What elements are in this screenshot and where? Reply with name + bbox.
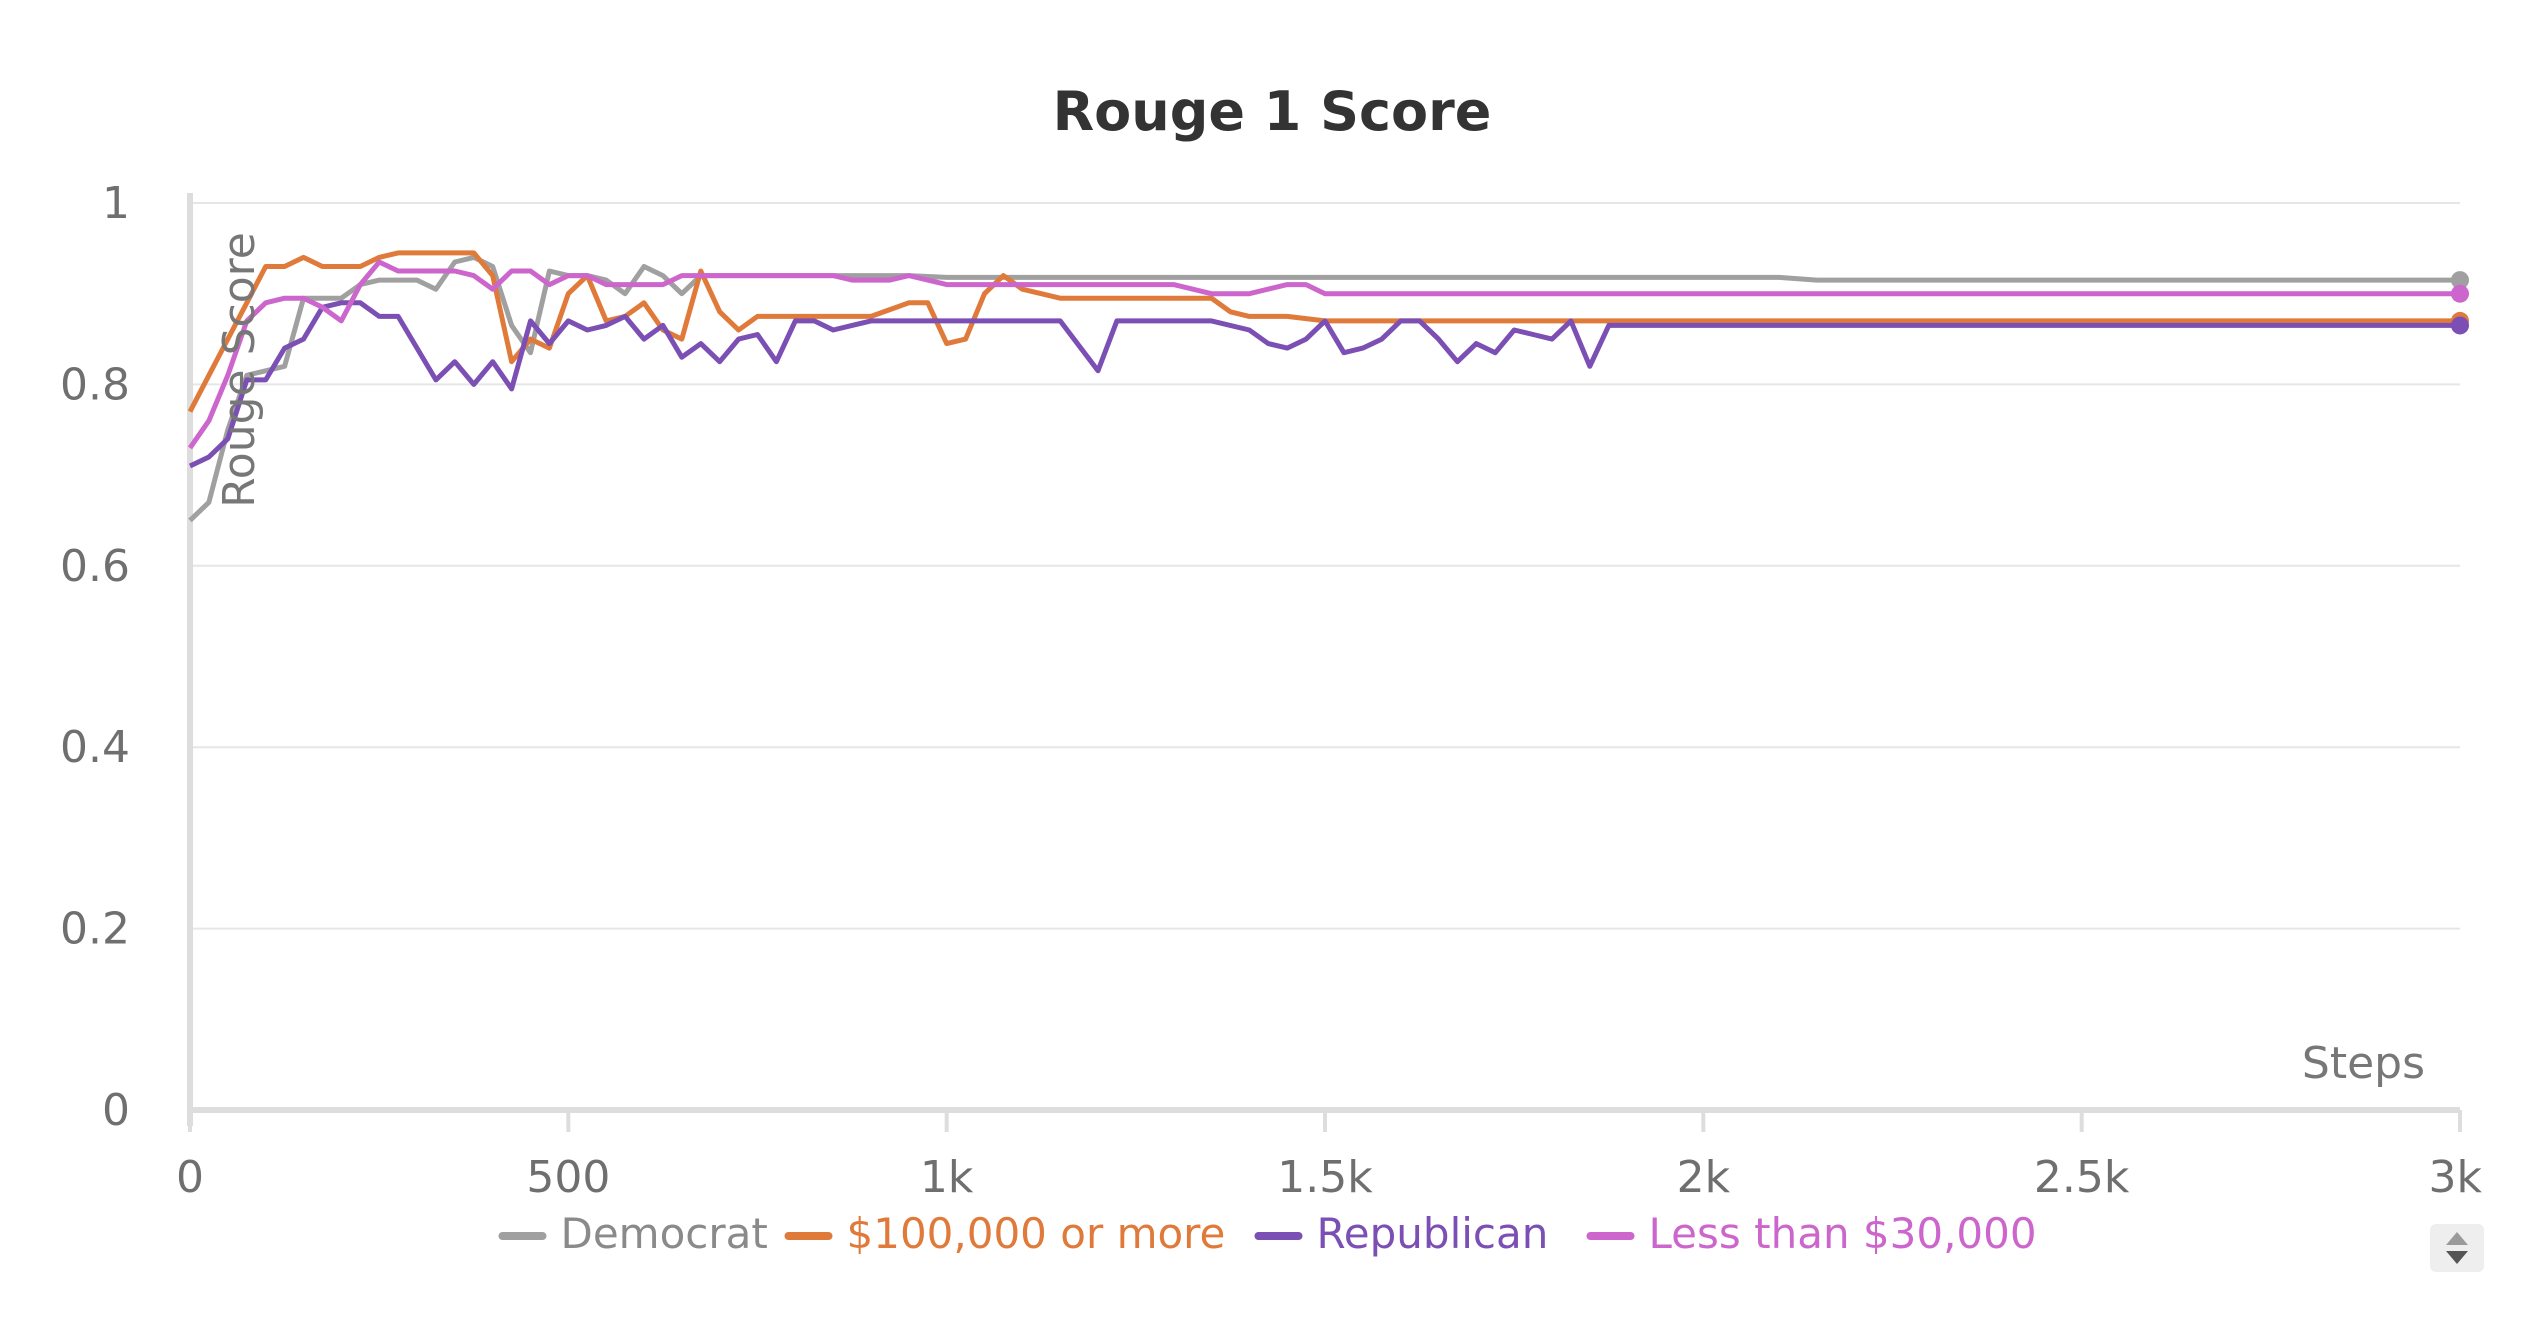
- x-tick-label: 2.5k: [2034, 1152, 2130, 1203]
- series-endpoint-less-than-30-000: [2451, 285, 2469, 303]
- axes: 0 0.2 0.4 0.6 0.8 1 0 500 1k 1.5k 2k 2.5k 3k: [60, 178, 2482, 1203]
- y-tick-label: 0.6: [60, 541, 130, 592]
- series-lines: [190, 253, 2469, 521]
- chart-title: Rouge 1 Score: [1053, 80, 1492, 143]
- legend-item-less-than-30-000[interactable]: Less than $30,000: [1591, 1209, 2037, 1258]
- series-endpoint-republican: [2451, 316, 2469, 334]
- legend-item-republican[interactable]: Republican: [1259, 1209, 1549, 1258]
- legend-label: Democrat: [561, 1209, 768, 1258]
- y-axis-label: Rouge Score: [214, 232, 265, 508]
- x-tick-label: 2k: [1677, 1152, 1731, 1203]
- x-axis-label: Steps: [2302, 1038, 2425, 1089]
- legend-label: Republican: [1317, 1209, 1549, 1258]
- legend: Democrat $100,000 or more Republican Less t…: [503, 1209, 2037, 1258]
- y-tick-label: 1: [102, 178, 130, 229]
- legend-item-democrat[interactable]: Democrat: [503, 1209, 768, 1258]
- y-tick-label: 0.2: [60, 904, 130, 955]
- legend-label: Less than $30,000: [1649, 1209, 2037, 1258]
- y-tick-label: 0.8: [60, 359, 130, 410]
- x-tick-label: 1.5k: [1277, 1152, 1373, 1203]
- series-line-democrat: [190, 257, 2460, 520]
- legend-scroll-button[interactable]: [2430, 1224, 2484, 1272]
- legend-label: $100,000 or more: [847, 1209, 1226, 1258]
- up-down-arrows-icon: [2442, 1229, 2472, 1267]
- x-tick-label: 3k: [2429, 1152, 2483, 1203]
- y-tick-label: 0: [102, 1085, 130, 1136]
- legend-item-100-000-or-more[interactable]: $100,000 or more: [789, 1209, 1226, 1258]
- x-tick-label: 1k: [920, 1152, 974, 1203]
- x-tick-label: 500: [526, 1152, 610, 1203]
- y-tick-label: 0.4: [60, 722, 130, 773]
- x-tick-label: 0: [176, 1152, 204, 1203]
